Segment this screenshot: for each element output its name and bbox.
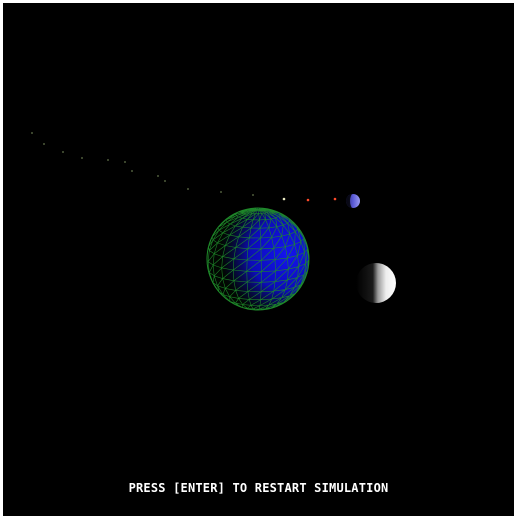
trail-point (157, 175, 159, 177)
trail-point (306, 198, 310, 202)
trail-point (124, 161, 126, 163)
trail-point (220, 191, 222, 193)
simulation-viewport[interactable]: PRESS [ENTER] TO RESTART SIMULATION (3, 3, 514, 516)
trail-point (252, 194, 254, 196)
restart-prompt: PRESS [ENTER] TO RESTART SIMULATION (128, 481, 389, 495)
orbit-trail (31, 132, 337, 202)
wireframe-planet (206, 207, 310, 311)
moon (356, 263, 396, 303)
trail-point (107, 159, 109, 161)
trail-point (187, 188, 189, 190)
trail-point (282, 197, 286, 201)
small-planet (346, 194, 360, 208)
simulation-scene (31, 132, 396, 311)
trail-point (31, 132, 33, 134)
trail-point (333, 197, 337, 201)
trail-point (43, 143, 45, 145)
trail-point (81, 157, 83, 159)
trail-point (131, 170, 133, 172)
trail-point (164, 180, 166, 182)
trail-point (62, 151, 64, 153)
